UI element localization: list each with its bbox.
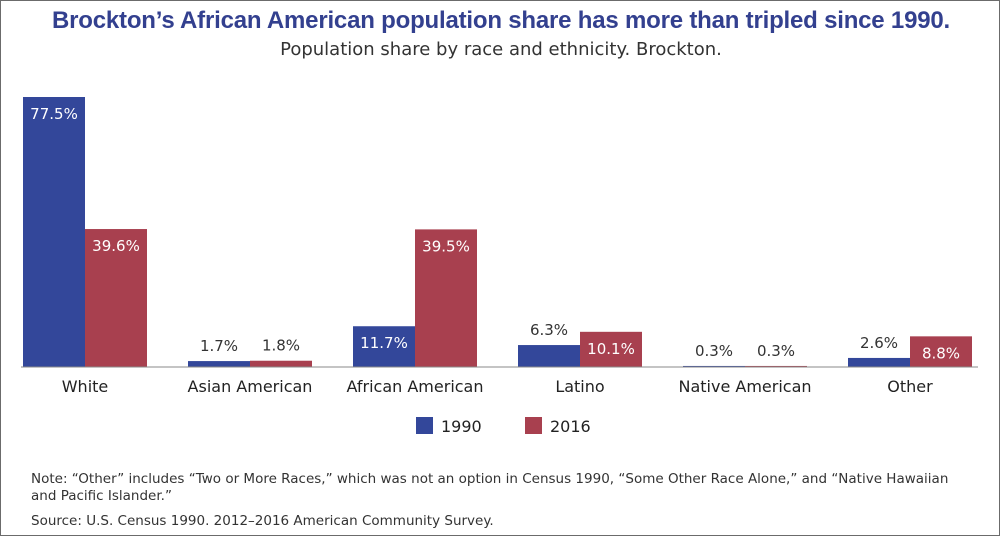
x-tick-label: Latino xyxy=(555,377,604,396)
data-label: 77.5% xyxy=(30,105,78,123)
data-label: 0.3% xyxy=(757,342,795,360)
chart-note: Note: “Other” includes “Two or More Race… xyxy=(31,471,949,504)
data-label: 11.7% xyxy=(360,334,408,352)
data-label: 39.6% xyxy=(92,237,140,255)
chart-source: Source: U.S. Census 1990. 2012–2016 Amer… xyxy=(31,513,494,529)
data-label: 39.5% xyxy=(422,237,470,255)
data-label: 1.8% xyxy=(262,337,300,355)
chart-subtitle: Population share by race and ethnicity. … xyxy=(280,39,722,60)
bar-1990 xyxy=(188,361,250,367)
data-label: 1.7% xyxy=(200,337,238,355)
x-tick-label: White xyxy=(62,377,109,396)
bar-1990 xyxy=(23,97,85,367)
data-label: 2.6% xyxy=(860,334,898,352)
bar-2016 xyxy=(250,360,312,367)
x-tick-label: Asian American xyxy=(188,377,313,396)
bar-1990 xyxy=(683,365,745,367)
bar-2016 xyxy=(580,331,642,367)
legend-label-2016: 2016 xyxy=(550,417,591,436)
legend-label-1990: 1990 xyxy=(441,417,482,436)
bar-2016 xyxy=(910,336,972,367)
bar-2016 xyxy=(745,365,807,367)
legend-swatch-2016 xyxy=(525,417,542,434)
x-tick-label: Other xyxy=(887,377,933,396)
x-tick-label: African American xyxy=(347,377,484,396)
data-label: 10.1% xyxy=(587,340,635,358)
data-label: 0.3% xyxy=(695,342,733,360)
data-label: 6.3% xyxy=(530,321,568,339)
data-label: 8.8% xyxy=(922,344,960,362)
bar-1990 xyxy=(848,357,910,367)
bar-1990 xyxy=(353,326,415,367)
bar-1990 xyxy=(518,345,580,367)
legend-swatch-1990 xyxy=(416,417,433,434)
chart-title: Brockton’s African American population s… xyxy=(52,7,950,34)
x-tick-label: Native American xyxy=(678,377,811,396)
bar-2016 xyxy=(415,229,477,367)
bar-2016 xyxy=(85,229,147,367)
